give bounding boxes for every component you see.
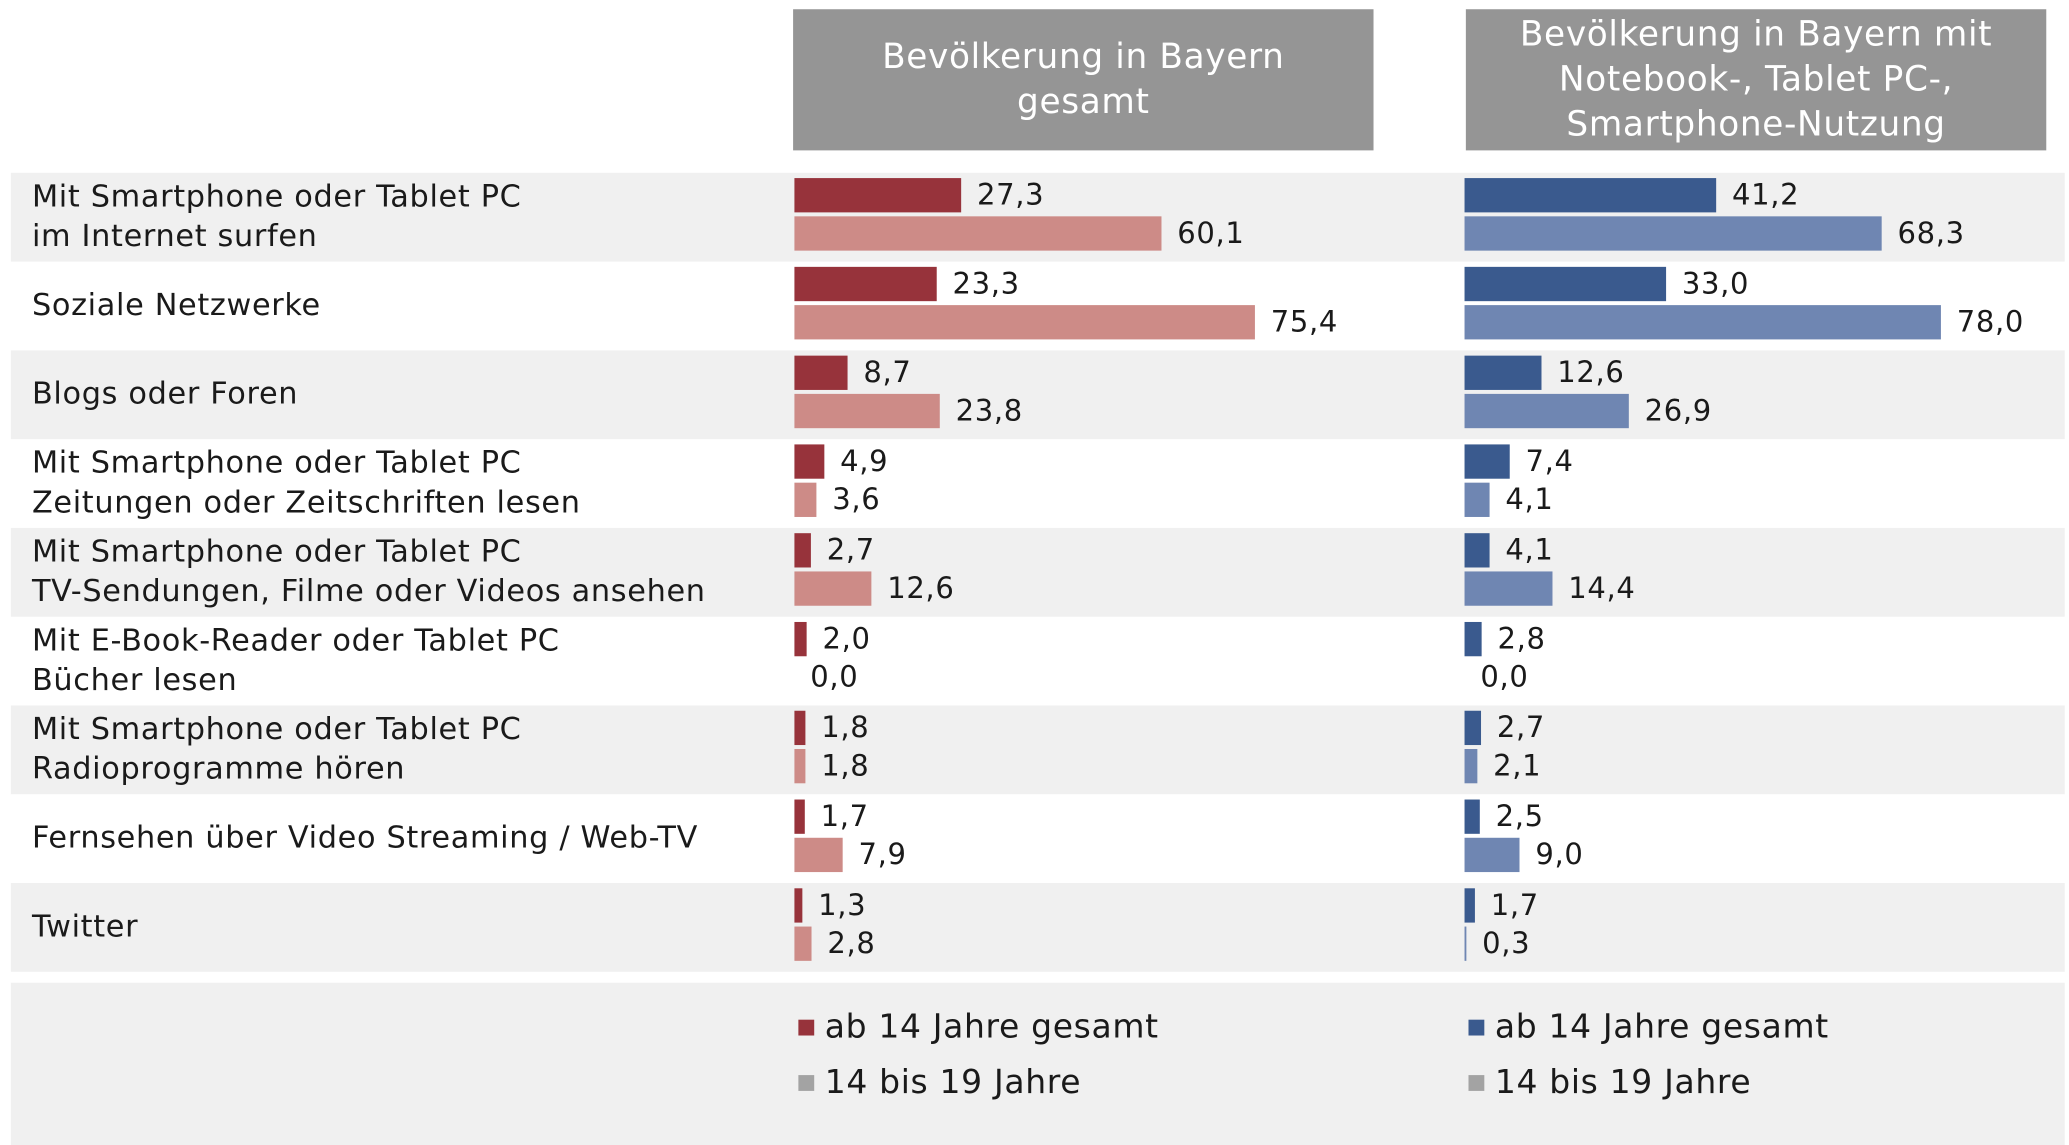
bar [1464, 710, 1482, 746]
bar [794, 837, 843, 873]
panel-header [1465, 9, 2047, 151]
bar [1464, 393, 1629, 429]
value-label: 1,3 [818, 888, 866, 922]
value-label: 1,7 [1491, 888, 1539, 922]
value-label: 2,7 [827, 533, 875, 567]
category-label: Mit Smartphone oder Tablet PC Radioprogra… [32, 712, 522, 787]
bar [794, 305, 1255, 340]
bar [794, 748, 806, 784]
bar [794, 926, 812, 961]
bar [1464, 482, 1490, 517]
row-band [10, 527, 2065, 617]
bar [1464, 533, 1490, 568]
bar [1464, 888, 1475, 923]
row-band [10, 883, 2065, 972]
value-label: 1,8 [821, 748, 869, 782]
row-band [10, 350, 2065, 440]
value-label: 2,7 [1497, 710, 1545, 744]
value-label: 4,9 [840, 444, 888, 478]
value-label: 33,0 [1682, 266, 1749, 300]
value-label: 2,1 [1493, 748, 1541, 782]
value-label: 78,0 [1957, 305, 2024, 339]
value-label: 9,0 [1535, 837, 1583, 871]
value-label: 23,8 [956, 393, 1023, 427]
bar [1464, 799, 1480, 834]
bar [794, 621, 807, 657]
category-label: Mit Smartphone oder Tablet PC im Internet… [32, 179, 522, 254]
bar [1464, 571, 1553, 606]
value-label: 2,5 [1496, 799, 1544, 833]
bar [794, 571, 872, 606]
value-label: 7,9 [858, 837, 906, 871]
row-band [10, 705, 2065, 795]
bar [1464, 216, 1882, 251]
value-label: 75,4 [1271, 305, 1338, 339]
legend-label: ab 14 Jahre gesamt [825, 1006, 1159, 1045]
category-label: Mit Smartphone oder Tablet PC TV-Sendunge… [31, 534, 706, 609]
value-label: 1,8 [821, 710, 869, 744]
bar [1464, 355, 1542, 390]
category-label: Blogs oder Foren [32, 376, 298, 411]
bar [1464, 266, 1667, 302]
legend-label: ab 14 Jahre gesamt [1495, 1006, 1829, 1045]
value-label: 27,3 [977, 178, 1044, 212]
value-label: 14,4 [1568, 571, 1635, 605]
value-label: 4,1 [1505, 533, 1553, 567]
legend-swatch [1468, 1075, 1485, 1091]
bar [794, 710, 806, 746]
value-label: 2,8 [1497, 621, 1545, 655]
bar [1464, 837, 1520, 873]
legend-label: 14 bis 19 Jahre [825, 1062, 1081, 1101]
value-label: 12,6 [887, 571, 954, 605]
bar [794, 355, 848, 390]
category-label: Mit Smartphone oder Tablet PC Zeitungen o… [32, 445, 581, 520]
bar [794, 799, 805, 834]
bar [1464, 748, 1478, 784]
bar [1464, 305, 1941, 340]
bar [794, 444, 825, 479]
value-label: 41,2 [1732, 178, 1799, 212]
category-label: Twitter [31, 909, 138, 944]
bar [794, 216, 1162, 251]
value-label: 12,6 [1557, 355, 1624, 389]
value-label: 60,1 [1177, 216, 1244, 250]
bar [1464, 444, 1510, 479]
bar [794, 393, 940, 429]
legend-label: 14 bis 19 Jahre [1495, 1062, 1751, 1101]
value-label: 0,0 [810, 660, 858, 694]
bar [794, 482, 817, 517]
bar [1464, 178, 1717, 213]
value-label: 1,7 [821, 799, 869, 833]
value-label: 26,9 [1645, 393, 1712, 427]
bar [794, 533, 811, 568]
value-label: 0,3 [1482, 926, 1530, 960]
bar [1464, 926, 1467, 961]
value-label: 7,4 [1526, 444, 1574, 478]
panel-title: Bevölkerung in Bayern gesamt [882, 37, 1284, 122]
bar [794, 888, 803, 923]
bar [1464, 621, 1482, 657]
value-label: 0,0 [1480, 660, 1528, 694]
value-label: 23,3 [953, 266, 1020, 300]
panel-title: Bevölkerung in Bayern mit Notebook-, Tabl… [1520, 14, 1992, 144]
panel-header [793, 9, 1374, 151]
category-label: Fernsehen über Video Streaming / Web-TV [32, 820, 698, 855]
legend-swatch [798, 1075, 815, 1091]
value-label: 3,6 [832, 482, 880, 516]
bar [794, 178, 962, 213]
bar [794, 266, 937, 302]
legend-swatch [1468, 1019, 1485, 1036]
category-label: Mit E-Book-Reader oder Tablet PC Bücher l… [32, 623, 560, 698]
category-label: Soziale Netzwerke [32, 287, 321, 322]
value-label: 2,0 [822, 621, 870, 655]
value-label: 8,7 [863, 355, 911, 389]
legend-band [10, 982, 2065, 1145]
value-label: 68,3 [1898, 216, 1965, 250]
legend-swatch [798, 1019, 815, 1036]
value-label: 4,1 [1505, 482, 1553, 516]
value-label: 2,8 [827, 926, 875, 960]
